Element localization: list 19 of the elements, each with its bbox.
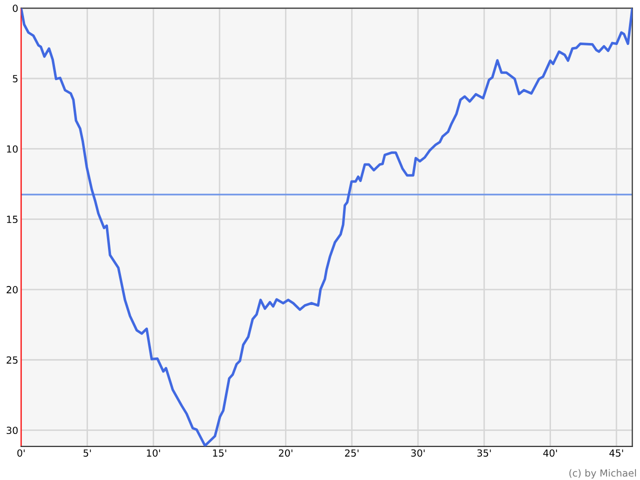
y-tick-label: 30 <box>6 426 18 434</box>
y-tick-label: 5 <box>12 75 18 82</box>
y-tick-label: 20 <box>6 286 18 294</box>
x-tick-label: 25' <box>345 449 358 457</box>
x-tick-label: 20' <box>278 449 292 457</box>
line-series <box>21 8 632 446</box>
y-tick-label: 10 <box>7 145 18 153</box>
text: (c) by Michael <box>569 469 636 479</box>
x-tick-label: 35' <box>477 449 491 457</box>
y-tick-label: 25 <box>6 356 18 364</box>
x-tick-label: 40' <box>543 449 557 457</box>
y-tick-label: 0 <box>12 4 18 12</box>
y-tick-label: 15 <box>7 216 18 224</box>
x-tick-label: 30' <box>411 449 425 457</box>
x-tick-label: 15' <box>213 449 226 457</box>
x-tick-label: 45' <box>609 449 624 457</box>
x-tick-label: 5' <box>84 449 91 457</box>
x-tick-label: 10' <box>146 449 160 457</box>
x-tick-label: 0' <box>17 449 25 457</box>
